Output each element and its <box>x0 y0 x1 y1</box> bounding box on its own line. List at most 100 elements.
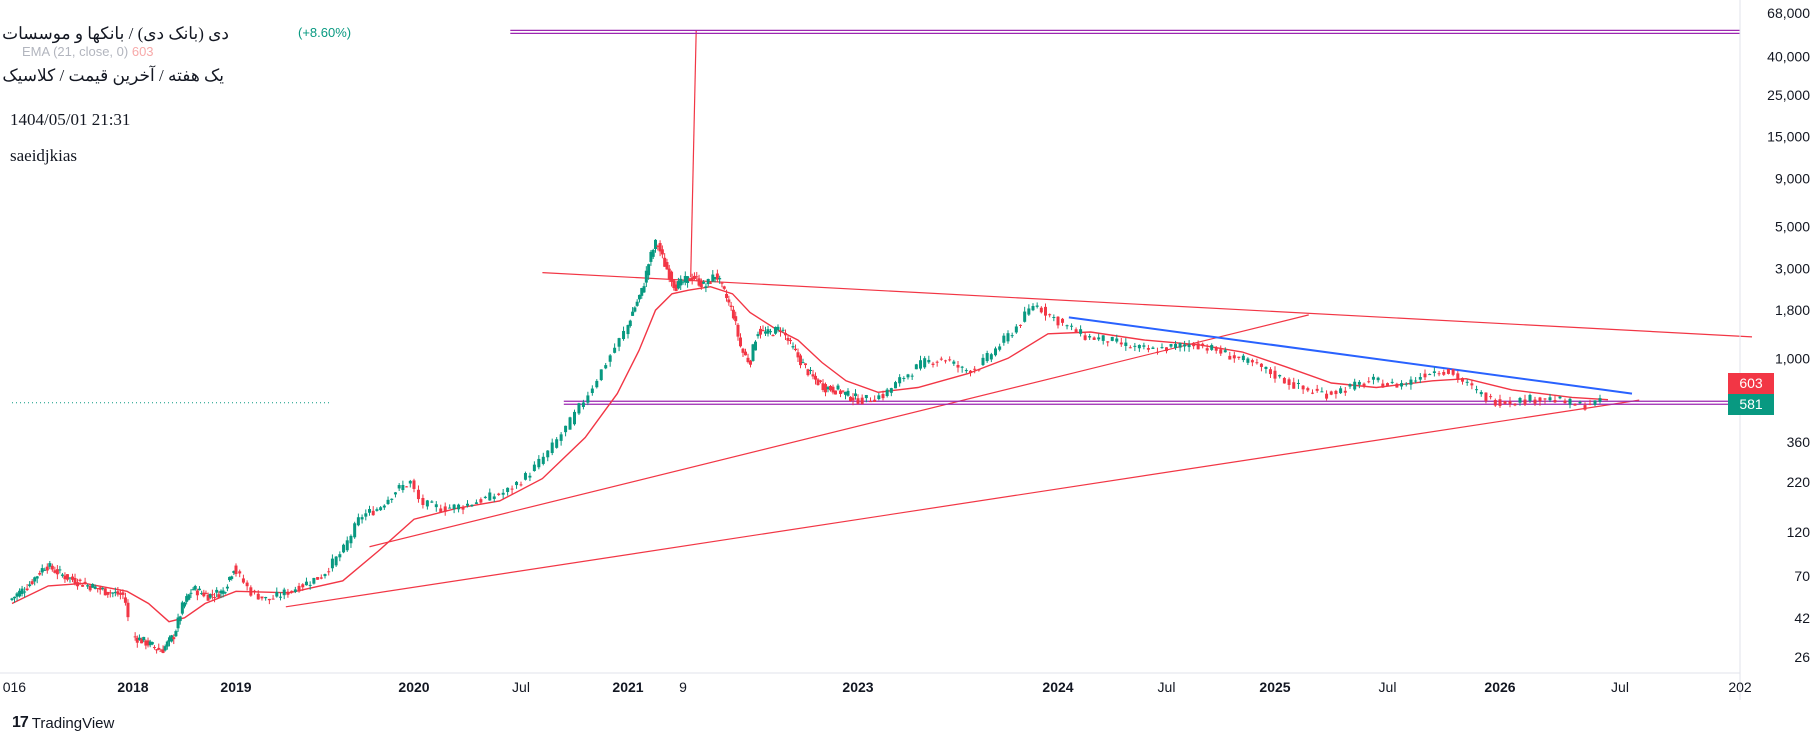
candle-body <box>948 359 952 361</box>
symbol-title: دی (بانک دی) / بانکها و موسسات اعتباری <box>0 24 235 44</box>
x-tick-label: 202 <box>1728 679 1752 695</box>
candle-body <box>271 598 275 600</box>
candle-body <box>349 535 353 544</box>
candle-body <box>121 592 125 595</box>
ema-legend[interactable]: EMA (21, close, 0) 603 <box>22 44 154 59</box>
candle-body <box>101 588 105 590</box>
candle-body <box>869 401 872 403</box>
candle-body <box>683 275 687 283</box>
tradingview-logo-icon: 17 <box>12 714 29 731</box>
candle-body <box>834 390 837 395</box>
candle-body <box>1508 401 1512 405</box>
candle-body <box>249 587 253 596</box>
candle-body <box>96 588 100 590</box>
candle-body <box>633 307 637 312</box>
candle-body <box>264 596 268 599</box>
candle-body <box>157 647 161 650</box>
ema-label: EMA (21, close, 0) <box>22 44 129 59</box>
axes: 68,000 40,000 25,000 15,000 9,000 5,000 3,000 1… <box>0 0 1810 700</box>
candle-body <box>68 577 72 579</box>
candle-body <box>20 588 24 594</box>
candle-body <box>267 598 271 601</box>
y-tick-label: 40,000 <box>1767 48 1810 64</box>
candle-body <box>713 277 717 280</box>
candle-body <box>185 596 189 602</box>
candle-body <box>126 602 130 618</box>
candle-body <box>297 585 301 592</box>
candle-body <box>416 489 420 500</box>
candle-body <box>86 585 90 587</box>
candle-body <box>729 305 733 307</box>
candle-body <box>628 320 632 327</box>
candle-body <box>1465 381 1469 383</box>
candle-body <box>952 361 956 364</box>
candle-body <box>375 509 379 511</box>
candle-body <box>1371 376 1375 380</box>
candle-body <box>10 598 14 600</box>
candle-body <box>635 301 639 306</box>
candle-body <box>1160 347 1164 349</box>
last-price-badge: 603 <box>1728 373 1774 394</box>
candle-body <box>63 575 67 580</box>
candle-body <box>183 602 186 607</box>
x-tick-label: 2018 <box>117 679 148 695</box>
candle-body <box>796 352 800 358</box>
candle-body <box>483 496 487 499</box>
candle-body <box>515 481 519 486</box>
candle-body <box>894 382 897 389</box>
candle-body <box>356 517 360 526</box>
candle-body <box>506 487 510 492</box>
candle-body <box>1250 360 1254 363</box>
candle-body <box>1451 369 1455 375</box>
candle-body <box>1489 396 1493 398</box>
candle-body <box>219 590 223 594</box>
candle-body <box>474 502 478 504</box>
candle-body <box>814 375 817 380</box>
candle-body <box>994 348 997 356</box>
candle-body <box>844 391 847 395</box>
candles-layer <box>10 239 1602 654</box>
y-tick-label: 25,000 <box>1767 87 1810 103</box>
candle-body <box>172 637 176 640</box>
candle-body <box>736 324 740 337</box>
symbol-subtitle: یک هفته / آخرین قیمت / کلاسیک <box>0 66 230 86</box>
candle-body <box>658 243 662 252</box>
candle-body <box>1214 347 1218 351</box>
candle-body <box>148 641 152 646</box>
candle-body <box>681 281 685 283</box>
candle-body <box>826 387 830 390</box>
candle-body <box>48 563 52 567</box>
tradingview-logo[interactable]: 17 TradingView <box>12 714 114 732</box>
candle-body <box>617 338 621 347</box>
candle-body <box>1178 342 1182 348</box>
candle-body <box>286 591 290 595</box>
candle-body <box>1533 399 1537 404</box>
candle-body <box>1187 344 1191 348</box>
candle-body <box>1381 383 1385 388</box>
candle-body <box>301 584 305 588</box>
candle-body <box>654 239 657 249</box>
candle-body <box>1115 338 1119 342</box>
candle-body <box>78 579 82 581</box>
candle-body <box>180 602 184 614</box>
candle-body <box>379 507 383 511</box>
candle-body <box>756 334 760 337</box>
candle-body <box>532 464 536 472</box>
ema-value: 603 <box>131 44 154 59</box>
candle-body <box>1282 378 1286 384</box>
candle-body <box>715 273 719 280</box>
candle-body <box>537 458 541 468</box>
candle-body <box>1292 382 1296 389</box>
candle-body <box>144 640 148 646</box>
x-tick-label: 016 <box>3 679 27 695</box>
candle-body <box>1268 369 1272 375</box>
candle-body <box>106 591 110 595</box>
candle-body <box>769 331 772 333</box>
candle-body <box>1334 390 1338 395</box>
candle-body <box>1006 333 1010 342</box>
candle-body <box>577 403 581 414</box>
candle-body <box>622 330 626 340</box>
candle-body <box>741 348 745 353</box>
candle-body <box>1023 311 1027 322</box>
